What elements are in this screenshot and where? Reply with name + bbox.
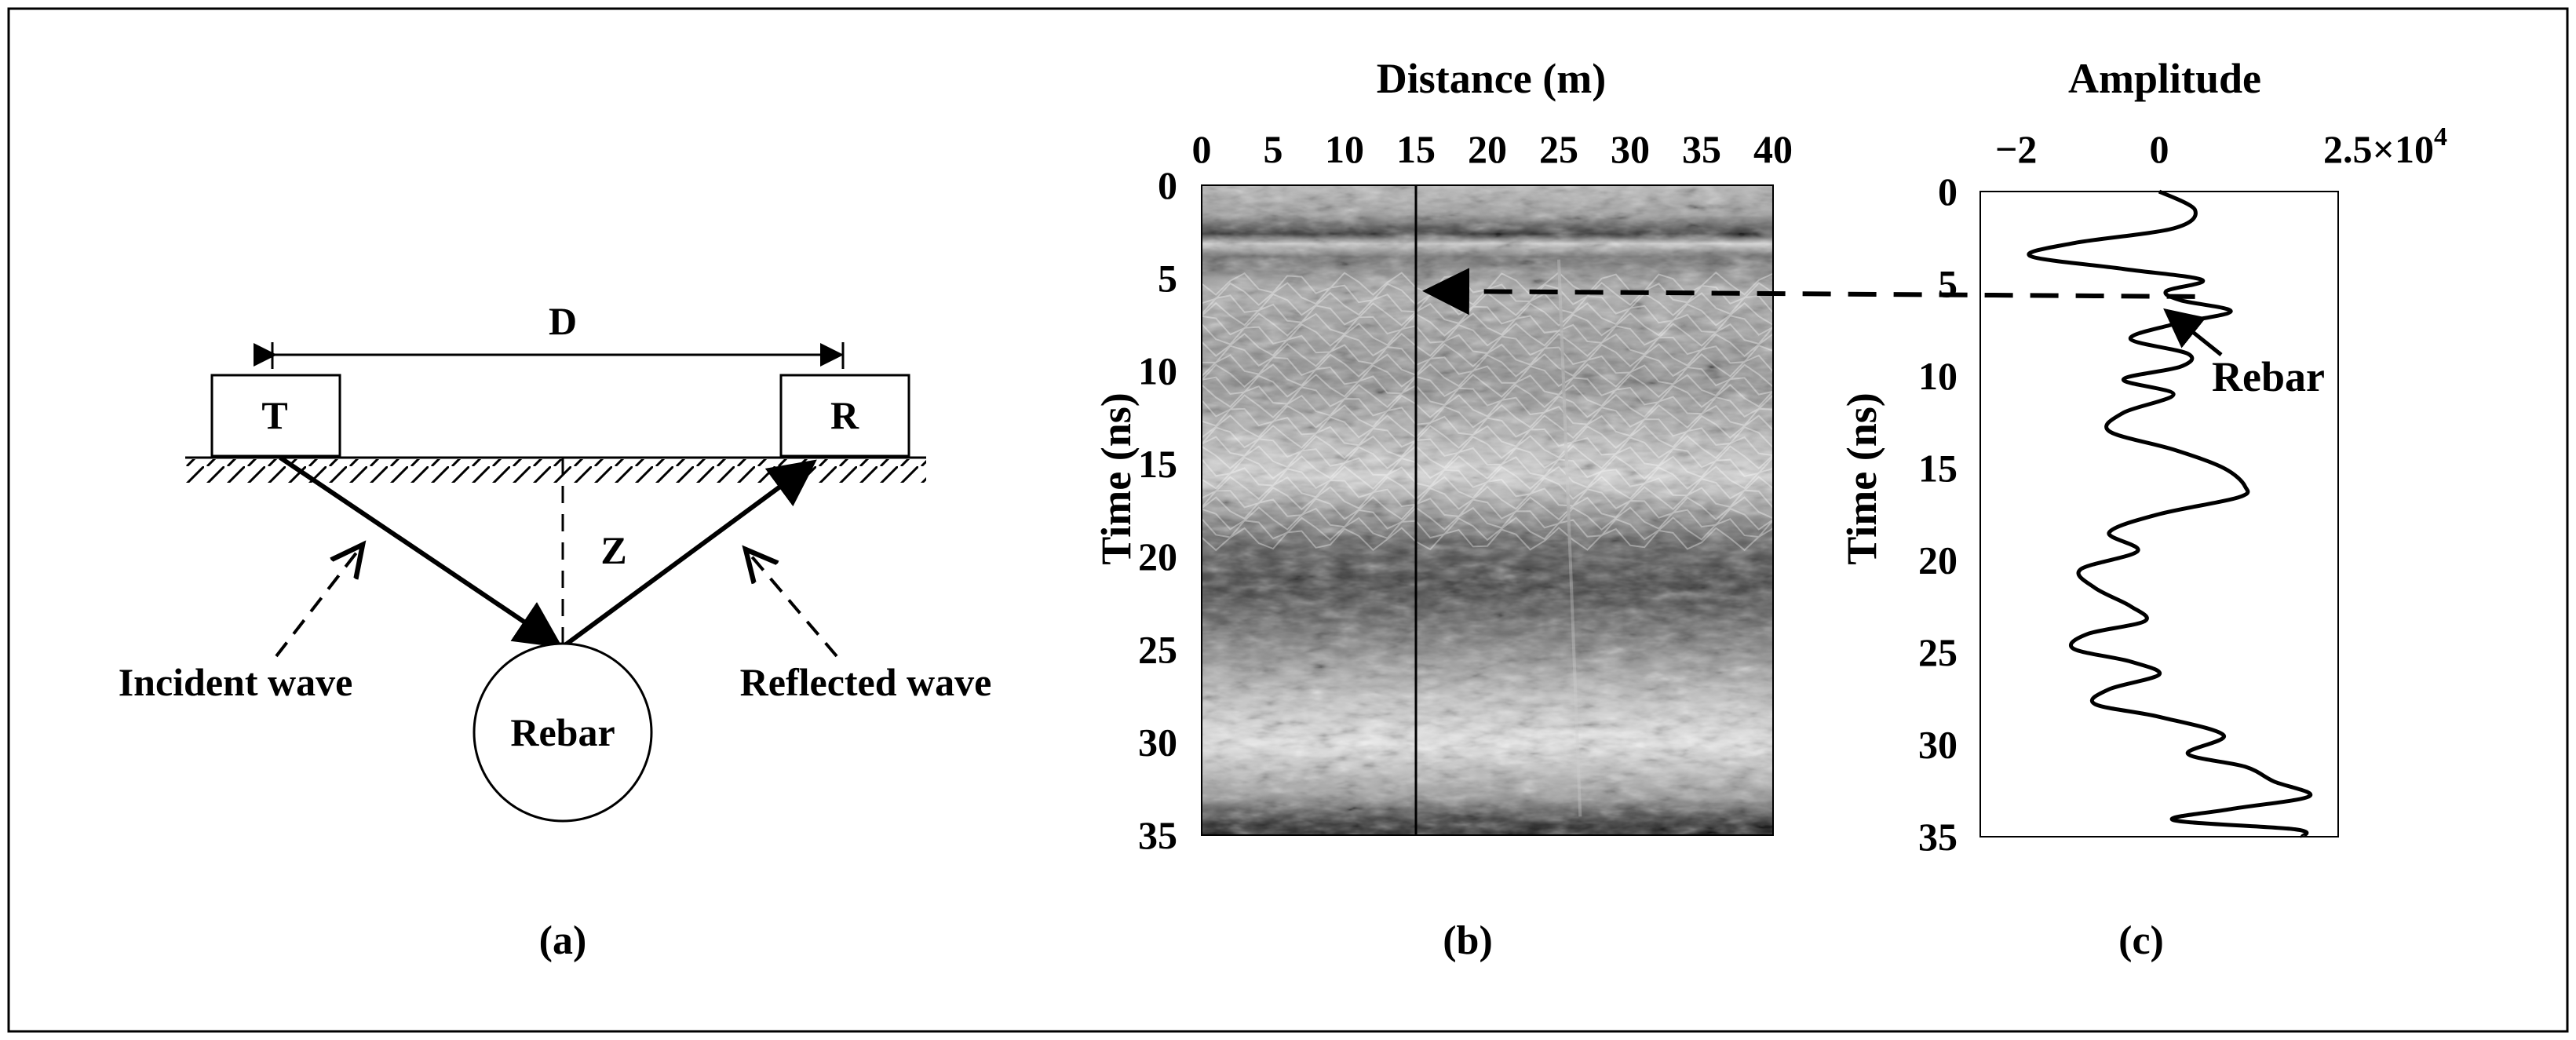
radargram-x-ticks: 0 5 10 15 20 25 30 35 40 — [1192, 127, 1793, 171]
radargram-image — [1201, 185, 1774, 835]
incident-pointer-arrow — [275, 545, 363, 658]
caption-c: (c) — [2118, 918, 2164, 963]
trace-y-tick-25: 25 — [1918, 630, 1958, 674]
radargram-x-axis-title: Distance (m) — [1377, 55, 1606, 102]
trace-y-tick-35: 35 — [1918, 815, 1958, 859]
trace-y-tick-10: 10 — [1918, 354, 1958, 398]
panel-a-schematic: D T R Z Rebar Incident wave Reflected wa… — [119, 299, 992, 963]
radargram-texture-line — [1201, 425, 1774, 450]
rebar-circle — [473, 642, 653, 823]
trace-y-tick-5: 5 — [1938, 261, 1958, 305]
trace-x-tick: 0 — [2150, 127, 2169, 171]
trace-x-tick: −2 — [1995, 127, 2038, 171]
radargram-frame — [1201, 184, 1774, 836]
radargram-texture-line — [1201, 506, 1774, 531]
radargram-y-tick-20: 20 — [1138, 535, 1177, 578]
radargram-x-tick-15: 15 — [1396, 127, 1436, 171]
rebar-link-arrow — [1422, 268, 2195, 316]
panel-c-trace: Amplitude −2 0 2.5×104 0 5 10 15 20 25 30 35 Tim… — [1838, 55, 2447, 963]
radargram-x-tick-0: 0 — [1192, 127, 1212, 171]
trace-x-ticks: −2 0 — [1995, 127, 2169, 171]
radargram-x-tick-35: 35 — [1682, 127, 1721, 171]
radargram-y-axis-title: Time (ns) — [1093, 392, 1140, 565]
radargram-texture-line — [1201, 403, 1774, 429]
trace-y-tick-0: 0 — [1938, 170, 1958, 213]
radargram-y-tick-30: 30 — [1138, 721, 1177, 764]
panel-b-radargram: Distance (m) 0 5 10 15 20 25 30 35 40 0 5 10 15 20 25… — [1093, 55, 1793, 963]
radargram-x-tick-25: 25 — [1539, 127, 1578, 171]
radargram-texture-line — [1201, 342, 1774, 368]
radargram-y-tick-0: 0 — [1158, 163, 1177, 207]
radargram-texture-line — [1201, 476, 1774, 501]
radargram-texture-line — [1201, 435, 1774, 460]
radargram-texture-line — [1201, 527, 1774, 552]
transmitter-box — [210, 374, 341, 458]
radargram-diffraction — [1557, 259, 1582, 817]
caption-b: (b) — [1443, 918, 1493, 963]
radargram-y-tick-25: 25 — [1138, 627, 1177, 671]
radargram-texture-line — [1201, 445, 1774, 470]
transmitter-label: T — [261, 393, 287, 437]
trace-x-axis-title: Amplitude — [2068, 55, 2261, 102]
radargram-x-tick-30: 30 — [1611, 127, 1650, 171]
radargram-texture-line — [1201, 496, 1774, 521]
reflected-wave-label: Reflected wave — [740, 660, 992, 704]
reflected-ray — [561, 459, 817, 649]
radargram-y-tick-35: 35 — [1138, 813, 1177, 857]
rebar-annotation-label: Rebar — [2212, 353, 2325, 400]
trace-y-tick-30: 30 — [1918, 723, 1958, 767]
radargram-x-tick-10: 10 — [1325, 127, 1364, 171]
rebar-annotation-arrow — [2163, 308, 2223, 356]
radargram-y-tick-10: 10 — [1138, 349, 1177, 393]
trace-y-tick-15: 15 — [1918, 446, 1958, 490]
rebar-label: Rebar — [510, 710, 615, 754]
radargram-texture-line — [1201, 516, 1774, 542]
receiver-label: R — [830, 393, 859, 437]
distance-label: D — [549, 299, 577, 343]
radargram-y-ticks: 0 5 10 15 20 25 30 35 — [1138, 163, 1177, 857]
trace-line — [2027, 189, 2313, 839]
figure-border — [7, 7, 2569, 1033]
radargram-texture-line — [1201, 455, 1774, 480]
radargram-y-tick-5: 5 — [1158, 256, 1177, 300]
radargram-texture-line — [1201, 332, 1774, 357]
radargram-texture-line — [1201, 373, 1774, 399]
radargram-texture-line — [1201, 465, 1774, 491]
radargram-texture-line — [1201, 322, 1774, 347]
trace-x-tick-max: 2.5×104 — [2323, 122, 2447, 171]
radargram-texture-line — [1201, 312, 1774, 337]
radargram-texture-line — [1201, 384, 1774, 409]
radargram-x-tick-20: 20 — [1468, 127, 1507, 171]
radargram-texture-line — [1201, 486, 1774, 511]
trace-y-ticks: 0 5 10 15 20 25 30 35 — [1918, 170, 1958, 859]
radargram-texture-line — [1201, 281, 1774, 306]
radargram-texture-line — [1201, 393, 1774, 419]
incident-ray — [279, 455, 563, 648]
receiver-box — [779, 374, 910, 458]
radargram-x-tick-40: 40 — [1753, 127, 1793, 171]
trace-y-axis-title: Time (ns) — [1838, 392, 1885, 565]
radargram-texture-line — [1201, 352, 1774, 378]
radargram-y-tick-15: 15 — [1138, 442, 1177, 486]
trace-y-tick-20: 20 — [1918, 538, 1958, 582]
radargram-texture-line — [1201, 414, 1774, 440]
radargram-texture-line — [1201, 363, 1774, 389]
radargram-texture-line — [1201, 301, 1774, 327]
caption-a: (a) — [539, 918, 587, 963]
depth-label: Z — [600, 528, 626, 572]
reflected-pointer-arrow — [746, 549, 838, 658]
radargram-x-tick-5: 5 — [1264, 127, 1283, 171]
incident-wave-label: Incident wave — [119, 660, 353, 704]
